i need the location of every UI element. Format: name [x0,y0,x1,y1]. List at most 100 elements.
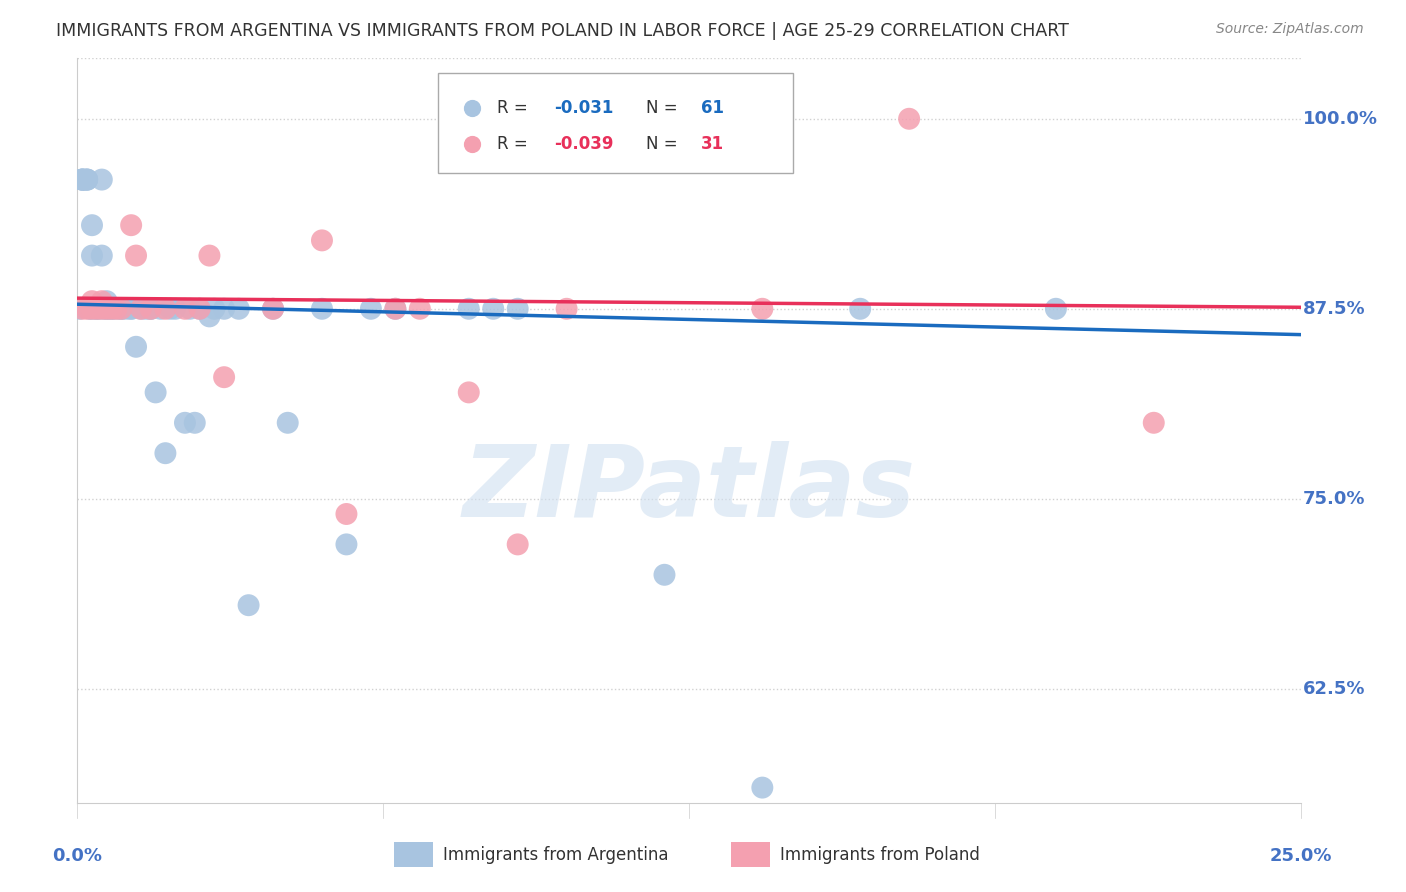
Point [506,301,529,316]
Text: 62.5%: 62.5% [1303,680,1365,698]
Point [90,172,112,186]
Point [86,301,108,316]
Point [90,294,112,309]
Point [115,301,138,316]
Point [120,301,142,316]
Point [198,310,221,324]
Text: R =: R = [496,99,533,117]
Point [129,301,152,316]
Point [86,301,108,316]
Point [898,112,921,126]
Point [76,172,98,186]
Text: 25.0%: 25.0% [1270,847,1331,865]
Point [96,301,118,316]
Point [482,301,505,316]
Point [1143,416,1166,430]
Text: Source: ZipAtlas.com: Source: ZipAtlas.com [1216,22,1364,37]
Point [155,301,177,316]
Point [125,340,148,354]
Text: IMMIGRANTS FROM ARGENTINA VS IMMIGRANTS FROM POLAND IN LABOR FORCE | AGE 25-29 C: IMMIGRANTS FROM ARGENTINA VS IMMIGRANTS … [56,22,1069,40]
Point [212,370,235,384]
Point [70,172,93,186]
Point [80,249,103,263]
Point [125,249,148,263]
Point [96,294,118,309]
Text: N =: N = [647,135,683,153]
Text: -0.031: -0.031 [554,99,614,117]
Point [110,301,132,316]
Point [79,301,101,316]
Point [262,301,284,316]
Point [1045,301,1067,316]
Point [139,301,162,316]
Point [139,301,162,316]
Point [70,301,93,316]
Point [384,301,406,316]
Point [188,301,211,316]
Point [457,385,479,400]
Text: ZIPatlas: ZIPatlas [463,442,915,539]
Point [76,172,98,186]
Point [129,301,152,316]
Point [105,301,128,316]
Point [335,507,357,521]
Point [202,301,225,316]
Point [155,446,177,460]
Point [100,301,122,316]
Text: 31: 31 [702,135,724,153]
Point [70,172,93,186]
Point [80,301,103,316]
Text: Immigrants from Argentina: Immigrants from Argentina [443,846,668,863]
Text: 0.0%: 0.0% [52,847,103,865]
Point [120,301,142,316]
Point [86,301,108,316]
Point [90,301,112,316]
Point [751,780,773,795]
Point [849,301,872,316]
Point [212,301,235,316]
Point [70,172,93,186]
Point [105,301,128,316]
Point [80,294,103,309]
Point [184,416,207,430]
Text: 87.5%: 87.5% [1303,300,1365,318]
Point [139,301,162,316]
Point [174,416,197,430]
Point [654,567,676,582]
Text: Immigrants from Poland: Immigrants from Poland [780,846,980,863]
Point [409,301,432,316]
Point [90,301,112,316]
Point [188,301,211,316]
Point [100,301,122,316]
Point [96,301,118,316]
Text: N =: N = [647,99,683,117]
Point [335,537,357,551]
Point [76,172,98,186]
Point [80,301,103,316]
Point [311,301,333,316]
Point [555,301,578,316]
Point [110,301,132,316]
Point [120,218,142,232]
Point [76,301,98,316]
Point [90,249,112,263]
Point [69,301,91,316]
Point [110,301,132,316]
Point [262,301,284,316]
Point [100,301,122,316]
Point [73,172,96,186]
Text: 100.0%: 100.0% [1303,110,1378,128]
Point [145,385,167,400]
Point [457,301,479,316]
Point [70,172,93,186]
Point [96,301,118,316]
Text: 75.0%: 75.0% [1303,490,1365,508]
Point [198,249,221,263]
Point [228,301,250,316]
FancyBboxPatch shape [439,73,793,173]
Point [277,416,299,430]
Point [238,598,260,612]
Text: R =: R = [496,135,533,153]
Point [360,301,382,316]
Point [506,537,529,551]
